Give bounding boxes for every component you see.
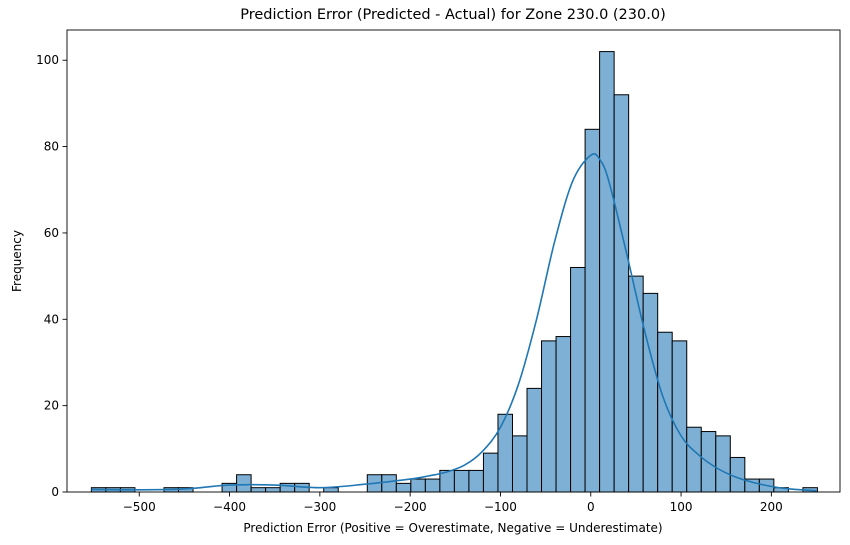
histogram-bar [527, 388, 542, 492]
x-tick-label: −300 [303, 500, 336, 514]
histogram-bar [571, 267, 586, 492]
histogram-bar [629, 276, 644, 492]
histogram-bar [556, 337, 571, 492]
histogram-bar [498, 414, 513, 492]
histogram-bar [280, 483, 295, 492]
histogram-bar [324, 488, 339, 492]
x-tick-label: −500 [123, 500, 156, 514]
x-axis-label: Prediction Error (Positive = Overestimat… [243, 521, 662, 535]
y-axis: 0 20 40 60 80 100 [36, 53, 67, 499]
histogram-bar [266, 488, 281, 492]
histogram-bar [411, 479, 426, 492]
histogram-bar [716, 436, 731, 492]
histogram-bar [237, 475, 252, 492]
histogram-bars [91, 52, 817, 492]
x-tick-label: −200 [394, 500, 427, 514]
histogram-bar [512, 436, 527, 492]
histogram-bar [585, 129, 600, 492]
y-tick-label: 60 [44, 226, 59, 240]
x-tick-label: −400 [213, 500, 246, 514]
histogram-bar [454, 470, 469, 492]
x-tick-label: 0 [587, 500, 595, 514]
histogram-bar [251, 488, 266, 492]
x-tick-label: 200 [760, 500, 783, 514]
histogram-bar [643, 293, 658, 492]
histogram-bar [600, 52, 615, 492]
histogram-bar [469, 470, 484, 492]
histogram-bar [687, 427, 702, 492]
y-tick-label: 100 [36, 53, 59, 67]
y-tick-label: 40 [44, 312, 59, 326]
y-tick-label: 0 [51, 485, 59, 499]
histogram-bar [658, 332, 673, 492]
histogram-bar [396, 483, 411, 492]
y-axis-label: Frequency [10, 230, 24, 292]
plot-frame [67, 30, 840, 492]
histogram-bar [425, 479, 440, 492]
y-tick-label: 20 [44, 399, 59, 413]
x-tick-label: 100 [670, 500, 693, 514]
histogram-bar [672, 341, 687, 492]
histogram-bar [542, 341, 557, 492]
x-axis: −500 −400 −300 −200 −100 0 100 200 [123, 492, 783, 514]
chart-title: Prediction Error (Predicted - Actual) fo… [240, 7, 665, 23]
histogram-bar [730, 457, 745, 492]
histogram-bar [382, 475, 397, 492]
histogram-bar [483, 453, 498, 492]
histogram-bar [614, 95, 629, 492]
y-tick-label: 80 [44, 140, 59, 154]
x-tick-label: −100 [484, 500, 517, 514]
